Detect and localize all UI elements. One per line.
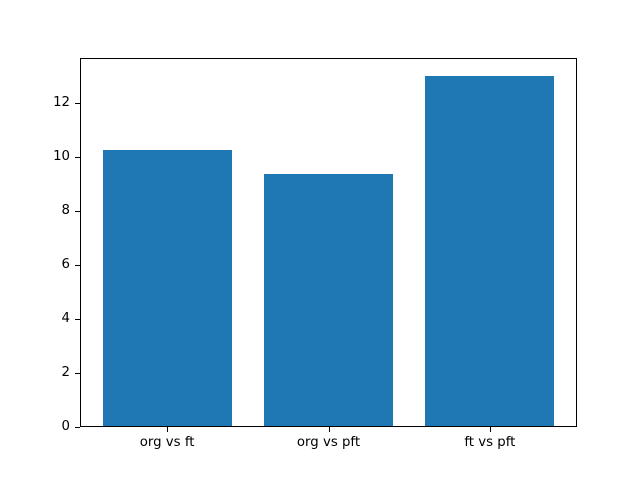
y-axis-tick-mark	[75, 427, 80, 428]
y-axis-tick-label: 2	[61, 364, 70, 380]
x-axis-tick-label: ft vs pft	[464, 435, 516, 450]
y-axis-tick-mark	[75, 318, 80, 320]
y-axis-tick-mark	[75, 102, 80, 104]
y-axis-tick-mark	[75, 264, 80, 266]
bar-ft-vs-pft	[425, 75, 555, 427]
y-axis-tick-label: 6	[61, 256, 70, 272]
plot-area	[80, 58, 577, 427]
x-axis-tick-mark	[489, 427, 491, 432]
y-axis-tick-label: 0	[61, 419, 70, 434]
bar-org-vs-pft	[263, 174, 394, 427]
bar-org-vs-ft	[102, 149, 232, 427]
y-axis-tick-label: 8	[61, 202, 70, 218]
x-axis-tick-mark	[328, 427, 330, 432]
y-axis-tick-label: 12	[53, 94, 70, 110]
x-axis-tick-label: org vs pft	[296, 435, 361, 450]
y-axis-tick-mark	[75, 210, 80, 212]
x-axis-tick-mark	[167, 427, 169, 432]
y-axis-tick-label: 10	[53, 148, 70, 164]
y-axis-tick-mark	[75, 156, 80, 158]
y-axis-tick-mark	[75, 372, 80, 374]
x-axis-tick-label: org vs ft	[139, 435, 195, 450]
y-axis-tick-label: 4	[61, 310, 70, 326]
